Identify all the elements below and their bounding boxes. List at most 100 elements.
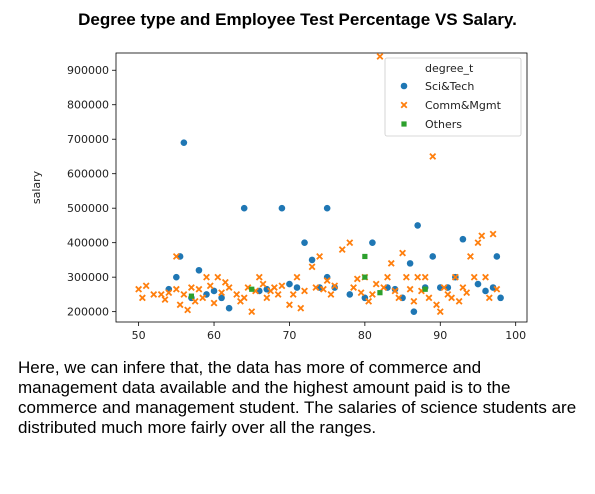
- data-point: [172, 253, 180, 260]
- data-point: [474, 239, 482, 247]
- legend: degree_t Sci&Tech Comm&Mgmt Others: [384, 57, 522, 137]
- data-point: [173, 273, 180, 281]
- x-tick-label: 80: [358, 329, 372, 342]
- data-point: [248, 308, 256, 316]
- data-point: [176, 301, 184, 309]
- series-1: [135, 53, 501, 316]
- data-point: [425, 294, 433, 302]
- data-point: [387, 259, 395, 267]
- data-point: [331, 284, 338, 291]
- data-point: [459, 284, 467, 291]
- legend-box: [384, 57, 522, 137]
- data-point: [372, 280, 380, 288]
- data-point: [353, 275, 361, 283]
- x-tick-label: 100: [505, 329, 526, 342]
- data-point: [286, 280, 293, 288]
- data-point: [316, 253, 324, 260]
- caption-text: Here, we can infere that, the data has m…: [18, 358, 577, 437]
- data-point: [172, 285, 180, 293]
- data-point: [327, 290, 335, 298]
- data-point: [184, 306, 192, 314]
- data-point: [195, 266, 203, 274]
- data-point: [338, 246, 346, 254]
- data-point: [448, 294, 456, 302]
- data-point: [384, 273, 391, 281]
- data-point: [433, 301, 440, 309]
- x-tick-label: 90: [433, 329, 447, 342]
- data-point: [414, 273, 422, 281]
- data-point: [301, 239, 308, 246]
- y-tick-label: 700000: [67, 133, 109, 146]
- data-point: [278, 282, 286, 290]
- data-point: [429, 253, 437, 260]
- y-tick-label: 200000: [67, 306, 109, 319]
- legend-marker: [400, 82, 408, 90]
- data-point: [331, 282, 339, 290]
- legend-label: Sci&Tech: [425, 80, 474, 93]
- data-point: [218, 289, 226, 297]
- data-point: [346, 239, 354, 247]
- figure-title: Degree type and Employee Test Percentage…: [78, 10, 517, 29]
- series-0: [165, 139, 504, 315]
- y-axis-label: salary: [30, 170, 43, 204]
- data-point: [391, 287, 399, 295]
- data-point: [346, 291, 354, 298]
- data-point: [455, 297, 463, 305]
- data-point: [421, 273, 429, 281]
- legend-marker: [401, 121, 407, 127]
- data-point: [376, 53, 384, 60]
- data-point: [350, 284, 357, 291]
- data-point: [157, 290, 165, 298]
- data-point: [233, 290, 241, 298]
- data-point: [210, 299, 218, 307]
- data-point: [142, 282, 150, 290]
- legend-title: degree_t: [425, 62, 474, 75]
- data-point: [362, 274, 368, 280]
- data-point: [150, 290, 158, 298]
- x-tick-label: 60: [207, 329, 221, 342]
- data-point: [218, 294, 225, 302]
- chart-area: 50 60 70 80 90 100 200000 300000 400000 500000 600…: [0, 40, 595, 350]
- scatter-chart: 50 60 70 80 90 100 200000 300000 400000 500000 600…: [30, 52, 528, 342]
- data-point: [180, 139, 188, 146]
- data-point: [214, 273, 222, 281]
- data-point: [402, 273, 410, 281]
- y-tick-label: 600000: [67, 168, 109, 181]
- data-point: [210, 287, 218, 295]
- data-point: [436, 308, 444, 316]
- data-point: [323, 277, 331, 285]
- data-point: [485, 294, 493, 302]
- data-point: [221, 278, 229, 286]
- data-point: [195, 285, 203, 293]
- data-point: [323, 204, 331, 212]
- data-point: [161, 296, 169, 304]
- y-tick-label: 900000: [67, 64, 109, 77]
- x-tick-label: 50: [132, 329, 146, 342]
- legend-marker: [400, 101, 408, 109]
- data-point: [357, 289, 365, 297]
- data-point: [368, 290, 376, 298]
- data-point: [474, 280, 482, 288]
- data-point: [225, 284, 233, 291]
- data-point: [274, 290, 282, 298]
- data-point: [377, 290, 383, 296]
- data-point: [463, 289, 471, 297]
- data-point: [187, 284, 195, 291]
- data-point: [459, 235, 467, 243]
- data-point: [380, 284, 388, 291]
- data-point: [362, 253, 368, 260]
- y-tick-label: 800000: [67, 99, 109, 112]
- data-point: [493, 285, 501, 293]
- data-point: [478, 232, 486, 240]
- data-point: [410, 297, 418, 305]
- data-point: [249, 286, 255, 292]
- data-point: [399, 249, 407, 257]
- data-point: [293, 284, 301, 291]
- series-2: [188, 253, 428, 299]
- data-point: [301, 287, 308, 295]
- data-point: [319, 285, 327, 293]
- data-point: [414, 222, 421, 229]
- data-point: [293, 273, 301, 281]
- data-point: [489, 230, 497, 238]
- data-point: [410, 308, 418, 315]
